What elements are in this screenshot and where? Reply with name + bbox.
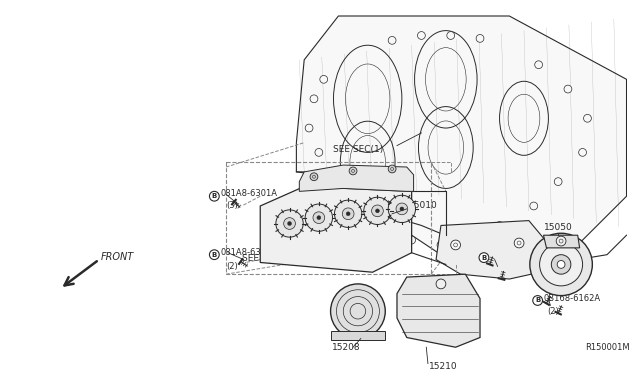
Circle shape xyxy=(436,279,446,289)
Circle shape xyxy=(209,250,220,260)
Text: SEE SEC(1): SEE SEC(1) xyxy=(333,145,384,154)
Text: B: B xyxy=(212,252,217,258)
Text: 0B168-6162A: 0B168-6162A xyxy=(543,294,600,303)
Text: FRONT: FRONT xyxy=(101,251,134,262)
Polygon shape xyxy=(397,274,480,347)
Circle shape xyxy=(388,165,396,173)
Circle shape xyxy=(388,36,396,44)
Text: (2): (2) xyxy=(226,262,238,271)
Bar xyxy=(226,162,431,274)
Circle shape xyxy=(320,76,328,83)
Circle shape xyxy=(317,216,321,219)
Circle shape xyxy=(557,260,565,268)
Circle shape xyxy=(447,32,454,39)
Circle shape xyxy=(331,284,385,339)
Polygon shape xyxy=(300,165,413,191)
Circle shape xyxy=(530,202,538,210)
Circle shape xyxy=(313,212,324,224)
Circle shape xyxy=(584,115,591,122)
Circle shape xyxy=(315,148,323,156)
Text: (2): (2) xyxy=(547,307,559,316)
Circle shape xyxy=(408,236,415,244)
Circle shape xyxy=(495,222,504,230)
Circle shape xyxy=(287,222,291,225)
Text: B: B xyxy=(212,193,217,199)
Circle shape xyxy=(349,167,357,175)
Circle shape xyxy=(342,208,354,219)
Circle shape xyxy=(540,243,582,286)
Bar xyxy=(331,331,385,340)
Circle shape xyxy=(372,205,383,217)
Circle shape xyxy=(451,240,461,250)
Circle shape xyxy=(564,85,572,93)
Circle shape xyxy=(284,218,296,230)
Circle shape xyxy=(388,195,415,222)
Circle shape xyxy=(364,197,391,224)
Text: 15010: 15010 xyxy=(409,202,438,211)
Circle shape xyxy=(467,236,474,244)
Text: (3): (3) xyxy=(226,202,238,211)
Circle shape xyxy=(305,124,313,132)
Circle shape xyxy=(396,203,408,215)
Circle shape xyxy=(556,236,566,246)
Text: (2): (2) xyxy=(497,262,509,271)
Circle shape xyxy=(530,233,593,296)
Circle shape xyxy=(554,178,562,186)
Text: 081A8-6301A: 081A8-6301A xyxy=(220,189,277,198)
Circle shape xyxy=(579,148,586,156)
Circle shape xyxy=(479,253,489,263)
Circle shape xyxy=(383,227,391,234)
Text: 15208: 15208 xyxy=(332,343,360,352)
Text: B: B xyxy=(481,254,486,261)
Polygon shape xyxy=(436,221,553,279)
Circle shape xyxy=(534,61,543,68)
Text: R150001M: R150001M xyxy=(586,343,630,352)
Circle shape xyxy=(310,173,318,181)
Text: 081A8-6301A: 081A8-6301A xyxy=(220,248,277,257)
Circle shape xyxy=(310,95,318,103)
Circle shape xyxy=(376,209,380,213)
Circle shape xyxy=(276,210,303,237)
Circle shape xyxy=(335,200,362,227)
Text: 0B168-6162A: 0B168-6162A xyxy=(492,250,549,259)
Circle shape xyxy=(400,207,404,211)
Text: B: B xyxy=(535,298,540,304)
Text: 15050: 15050 xyxy=(543,223,572,232)
Circle shape xyxy=(209,191,220,201)
Circle shape xyxy=(514,238,524,248)
Circle shape xyxy=(532,296,543,305)
Circle shape xyxy=(305,204,333,231)
Polygon shape xyxy=(296,16,627,264)
Polygon shape xyxy=(260,186,412,272)
Circle shape xyxy=(476,35,484,42)
Circle shape xyxy=(551,255,571,274)
Text: SEE SEC(1): SEE SEC(1) xyxy=(242,254,292,263)
Circle shape xyxy=(346,212,350,216)
Polygon shape xyxy=(543,235,580,248)
Circle shape xyxy=(437,241,445,249)
Text: 15210: 15210 xyxy=(429,362,458,371)
Circle shape xyxy=(417,32,426,39)
